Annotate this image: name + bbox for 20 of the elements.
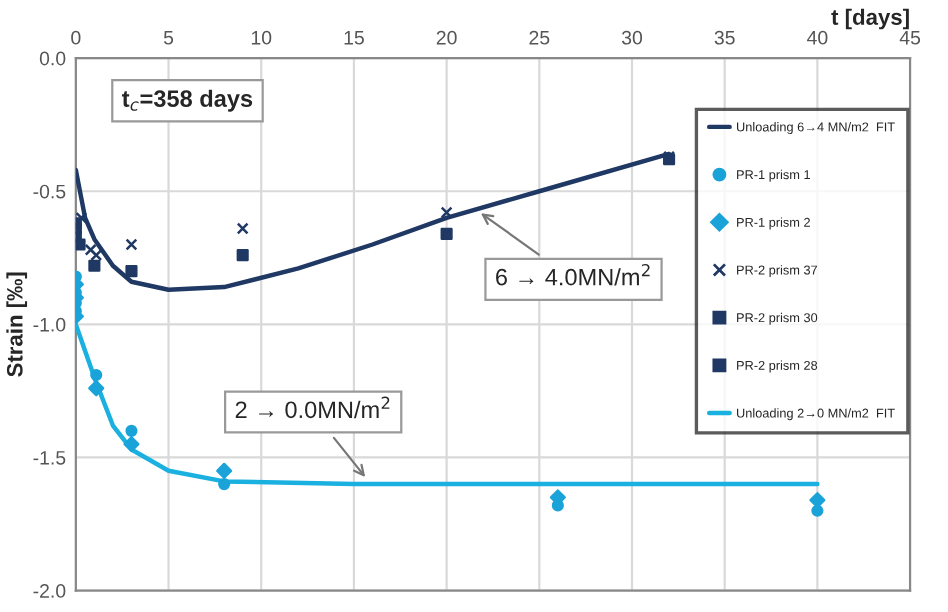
x-tick-label: 10 [251, 30, 272, 45]
y-tick-label: -2.0 [33, 584, 66, 598]
x-tick-label: 30 [621, 30, 643, 45]
x-tick-label: 15 [344, 31, 364, 45]
x-tick-label: 35 [714, 30, 735, 45]
annotation: 2 → 0.0MN/m$^{2}$ [235, 396, 390, 419]
y-tick-label: 0.0 [39, 51, 66, 66]
y-tick-label: -1.5 [33, 451, 66, 465]
y-tick-label: -0.5 [33, 184, 66, 199]
x-tick-label: 40 [807, 30, 828, 45]
annotation: 6 → 4.0MN/m$^{2}$ [496, 263, 650, 286]
x-tick-label: 45 [899, 31, 921, 45]
y-axis-title: Strain [‰] [6, 272, 28, 377]
x-axis-title: t [days] [831, 8, 909, 30]
y-tick-label: -1.0 [33, 317, 66, 332]
x-tick-label: 5 [163, 31, 174, 45]
annotation: t$_{c}$=358 days [122, 89, 253, 112]
x-tick-label: 0 [71, 30, 81, 45]
x-tick-label: 20 [436, 30, 457, 45]
x-tick-label: 25 [529, 30, 550, 45]
